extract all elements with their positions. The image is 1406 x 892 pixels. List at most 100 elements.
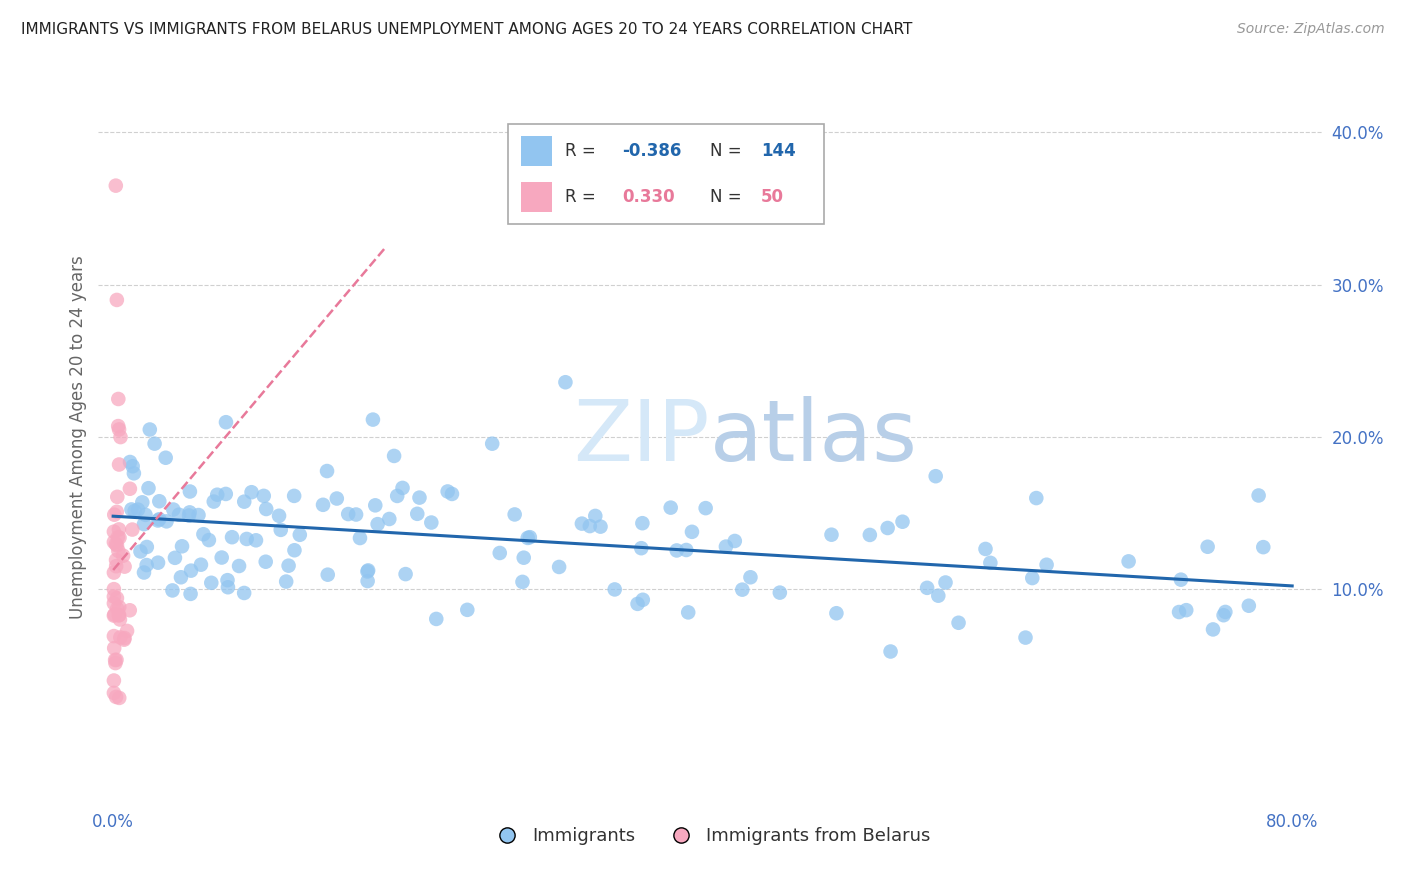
Point [589,519,612,533]
Point [630,541,652,556]
Point [1170,573,1192,587]
Point [233,494,256,508]
Text: N =: N = [710,188,747,206]
Point [112,549,135,563]
Point [110,631,132,645]
Point [179,505,201,519]
Point [276,574,298,589]
Point [104,653,127,667]
Point [108,608,131,623]
Point [228,559,250,574]
Point [104,656,127,670]
Point [316,464,339,478]
Point [927,589,949,603]
Point [107,392,129,406]
Point [105,490,128,504]
Point [118,603,141,617]
Point [344,508,367,522]
Point [626,597,648,611]
Point [170,539,193,553]
Point [356,565,378,579]
Text: 0.330: 0.330 [621,188,675,206]
Point [326,491,349,506]
FancyBboxPatch shape [508,124,824,224]
Point [456,603,478,617]
Point [103,535,125,549]
Point [948,615,970,630]
Point [631,592,654,607]
Point [1175,603,1198,617]
Point [118,455,141,469]
Point [112,632,135,647]
Point [891,515,914,529]
Point [124,504,146,518]
Point [132,566,155,580]
Point [512,574,534,589]
Point [488,546,510,560]
Point [408,491,430,505]
Point [820,527,842,541]
Point [211,550,233,565]
Point [103,673,125,688]
Point [177,508,200,523]
Point [367,517,389,532]
Point [131,495,153,509]
Point [148,494,170,508]
Point [155,450,177,465]
Point [267,508,290,523]
Point [253,489,276,503]
Point [512,550,534,565]
Point [127,502,149,516]
Point [695,501,717,516]
Point [440,487,463,501]
Text: N =: N = [710,142,747,160]
Point [108,531,131,545]
Point [200,575,222,590]
Point [180,587,202,601]
Point [356,574,378,588]
Point [391,481,413,495]
Point [665,543,688,558]
Point [603,582,626,597]
Point [105,591,128,606]
Point [357,563,380,577]
Point [143,436,166,450]
Point [583,508,606,523]
Point [283,543,305,558]
Point [974,541,997,556]
Point [1215,605,1237,619]
Point [103,582,125,596]
Point [915,581,938,595]
Point [103,590,125,604]
Point [1025,491,1047,505]
Point [631,516,654,531]
Point [198,533,221,547]
Point [1014,631,1036,645]
Point [105,293,128,307]
Point [349,531,371,545]
Point [681,524,703,539]
Point [283,489,305,503]
Point [148,512,170,526]
Point [162,583,184,598]
Point [146,556,169,570]
Point [104,537,127,551]
Point [312,498,335,512]
Point [233,586,256,600]
Point [107,419,129,434]
Point [107,530,129,544]
Point [364,499,387,513]
Point [934,575,956,590]
Point [1212,608,1234,623]
FancyBboxPatch shape [520,182,553,212]
Point [361,412,384,426]
Point [105,653,128,667]
Point [406,507,429,521]
Point [107,608,129,623]
Point [554,376,576,390]
Point [167,508,190,522]
Point [202,494,225,508]
Point [825,606,848,620]
Point [134,508,156,522]
Point [217,573,239,587]
